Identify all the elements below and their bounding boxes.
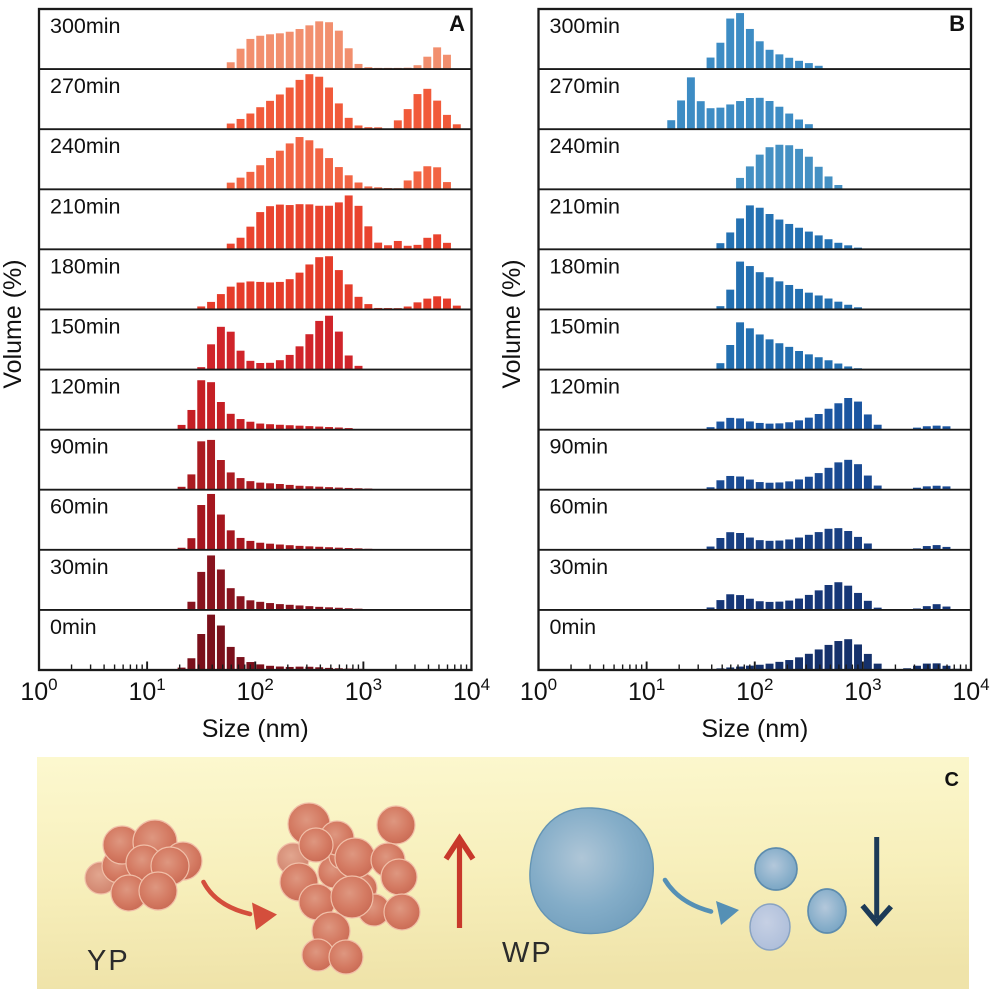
svg-text:270min: 270min bbox=[50, 74, 121, 98]
svg-text:0min: 0min bbox=[50, 615, 97, 639]
svg-text:Volume (%): Volume (%) bbox=[0, 259, 27, 388]
svg-text:A: A bbox=[449, 11, 465, 36]
svg-text:150min: 150min bbox=[550, 315, 621, 339]
svg-text:Size (nm): Size (nm) bbox=[202, 715, 309, 743]
svg-text:Volume (%): Volume (%) bbox=[498, 259, 526, 388]
svg-text:120min: 120min bbox=[50, 375, 121, 399]
svg-text:210min: 210min bbox=[50, 194, 121, 218]
svg-text:210min: 210min bbox=[550, 194, 621, 218]
svg-text:YP: YP bbox=[87, 945, 130, 977]
svg-text:150min: 150min bbox=[50, 315, 121, 339]
svg-text:240min: 240min bbox=[50, 134, 121, 158]
svg-text:180min: 180min bbox=[550, 254, 621, 278]
svg-text:B: B bbox=[949, 11, 965, 36]
svg-text:C: C bbox=[945, 769, 959, 791]
svg-text:30min: 30min bbox=[50, 555, 109, 579]
svg-text:90min: 90min bbox=[550, 435, 609, 459]
svg-text:Size (nm): Size (nm) bbox=[701, 715, 808, 743]
svg-text:60min: 60min bbox=[550, 495, 609, 519]
svg-text:270min: 270min bbox=[550, 74, 621, 98]
svg-text:300min: 300min bbox=[50, 14, 121, 38]
svg-text:WP: WP bbox=[502, 937, 553, 969]
svg-text:180min: 180min bbox=[50, 254, 121, 278]
svg-text:120min: 120min bbox=[550, 375, 621, 399]
svg-text:90min: 90min bbox=[50, 435, 109, 459]
svg-text:60min: 60min bbox=[50, 495, 109, 519]
svg-text:300min: 300min bbox=[550, 14, 621, 38]
svg-text:30min: 30min bbox=[550, 555, 609, 579]
svg-text:240min: 240min bbox=[550, 134, 621, 158]
svg-text:0min: 0min bbox=[550, 615, 597, 639]
